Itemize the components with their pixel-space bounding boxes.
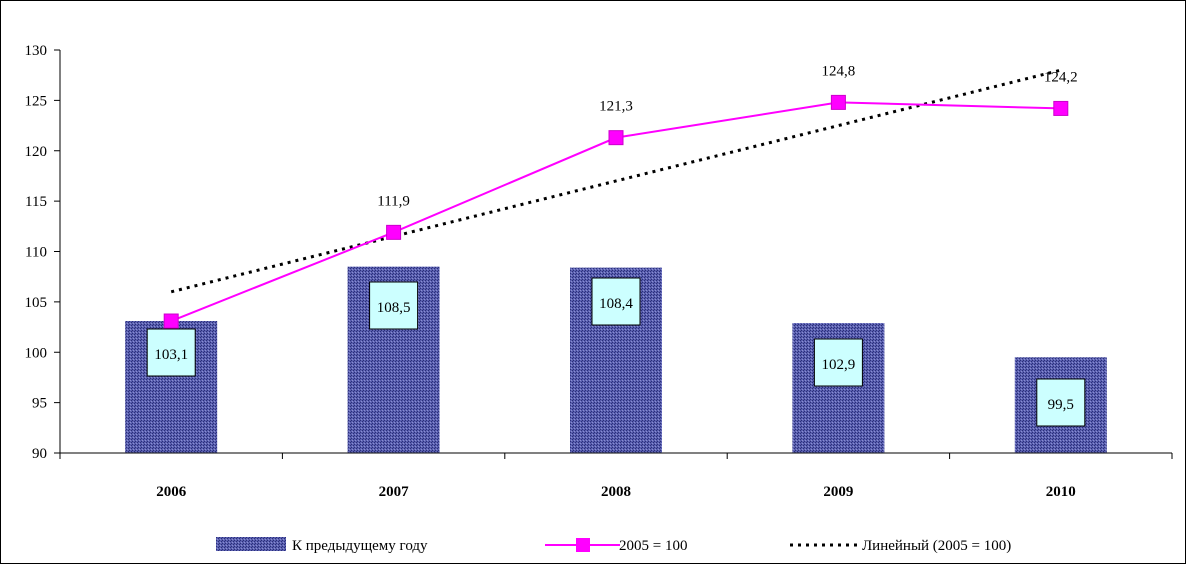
line-marker-2008 [608,130,624,146]
line-marker-2007 [386,224,402,240]
legend-label-trend: Линейный (2005 = 100) [862,538,1011,554]
legend-label-bars: К предыдущему году [292,538,428,554]
y-tick-label: 105 [25,295,48,311]
line-data-label: 124,8 [822,63,856,79]
legend-bar-swatch [216,537,286,551]
x-tick-label: 2006 [156,484,187,500]
bar-data-label: 99,5 [1048,397,1074,413]
x-tick-label: 2007 [379,484,410,500]
bar-data-label: 103,1 [154,347,188,363]
bar-label-box [591,277,641,326]
line-marker-2009 [830,94,846,110]
bar-data-label: 102,9 [822,357,856,373]
legend-label-line: 2005 = 100 [619,538,687,554]
line-data-label: 111,9 [377,193,410,209]
line-data-label: 124,2 [1044,69,1078,85]
bar-label-box [369,281,419,330]
bar-data-label: 108,5 [377,300,411,316]
labels-layer: 103,1 108,5 108,4 102,9 99,5 111,9 121,3 124,8 1… [146,63,1086,427]
y-tick-label: 120 [25,144,48,160]
legend-line-marker [576,538,590,552]
y-tick-label: 110 [25,245,47,261]
bar-label-box [813,338,863,387]
y-tick-label: 130 [25,43,48,59]
bar-label-box [146,328,196,377]
y-tick-label: 100 [25,345,48,361]
y-tick-label: 125 [25,93,48,109]
trendline-layer [170,68,1062,294]
trendline [170,68,1062,294]
y-tick-label: 115 [25,194,47,210]
y-tick-label: 90 [32,446,47,462]
x-tick-label: 2010 [1046,484,1076,500]
x-tick-label: 2008 [601,484,631,500]
x-tick-label: 2009 [823,484,853,500]
line-layer [163,94,1069,329]
axes-layer: 90 95 100 105 110 115 120 125 130 2006 2007 2008 200… [25,43,1173,500]
line-marker-2006 [163,313,179,329]
line-marker-2010 [1053,100,1069,116]
legend: К предыдущему году 2005 = 100 Линейный (20… [216,537,1011,554]
line-data-label: 121,3 [599,99,633,115]
bar-label-box [1036,378,1086,427]
bar-data-label: 108,4 [599,296,633,312]
y-tick-label: 95 [32,396,47,412]
